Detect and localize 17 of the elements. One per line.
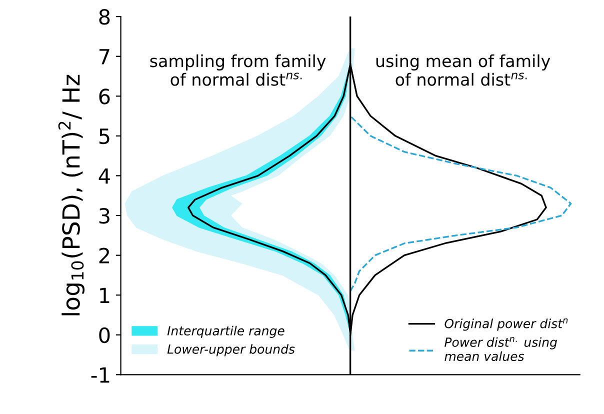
y-tick-label: 5 (99, 128, 110, 144)
y-tick-label: 8 (99, 9, 110, 25)
legend-label: Power dist$^{n.}$ using mean values (444, 337, 557, 361)
annotation: using mean of family of normal dist$^{ns.}$ (376, 54, 550, 86)
legend-label: Lower-upper bounds (167, 344, 295, 356)
y-tick-label: 0 (99, 327, 110, 344)
y-tick-label: 4 (98, 168, 110, 184)
y-tick-label: 2 (99, 248, 109, 264)
y-axis-title: log$_{10}$(PSD), (nT)$^{2}$/ Hz (58, 74, 85, 316)
legend-label: Original power dist$^{n}$ (444, 318, 568, 331)
y-tick-label: 7 (100, 49, 110, 64)
legend-label: Interquartile range (167, 326, 284, 338)
y-tick-label: 1 (100, 288, 110, 304)
annotation: sampling from family of normal dist$^{ns.}$ (150, 54, 326, 86)
y-tick-label: -1 (91, 367, 110, 383)
y-tick-label: 6 (99, 88, 110, 104)
y-tick-label: 3 (99, 208, 110, 224)
